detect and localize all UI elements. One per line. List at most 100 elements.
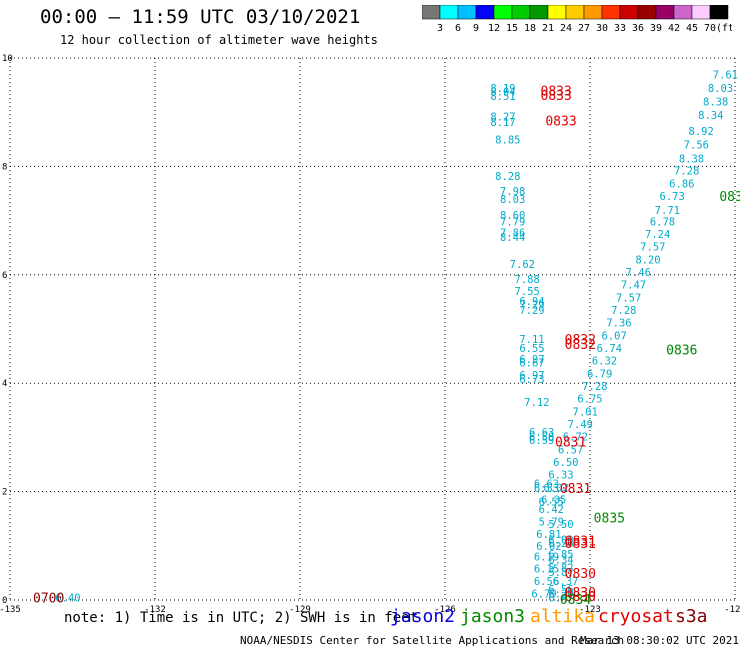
wave-height-point: 7.28 bbox=[611, 305, 636, 317]
wave-height-point: 5.82 bbox=[548, 562, 573, 574]
wave-height-point: 7.57 bbox=[616, 293, 641, 305]
wave-height-point: 7.29 bbox=[519, 300, 544, 312]
chart-subtitle: 12 hour collection of altimeter wave hei… bbox=[60, 33, 378, 47]
pass-time-label: 0831 bbox=[565, 537, 596, 552]
wave-height-point: 6.47 bbox=[548, 592, 573, 604]
colorbar-label: 24 bbox=[560, 23, 572, 33]
wave-height-point: 6.56 bbox=[534, 576, 559, 588]
wave-height-point: 6.63 bbox=[534, 478, 559, 490]
wave-height-point: 8.92 bbox=[689, 126, 714, 138]
colorbar-label: 12 bbox=[488, 23, 500, 33]
wave-height-point: 6.50 bbox=[529, 431, 554, 443]
wave-height-point: 5.79 bbox=[539, 516, 564, 528]
wave-height-point: 7.55 bbox=[515, 286, 540, 298]
wave-height-point: 6.02 bbox=[536, 541, 561, 553]
wave-height-point: 8.17 bbox=[490, 117, 515, 129]
x-tick-label: -123 bbox=[579, 605, 601, 612]
wave-height-point: 6.00 bbox=[548, 534, 573, 546]
y-tick-label: 8 bbox=[2, 162, 7, 172]
colorbar-label: 36 bbox=[632, 23, 644, 33]
wave-height-point: 6.02 bbox=[544, 482, 569, 494]
x-tick-label: -132 bbox=[144, 605, 166, 612]
y-tick-label: 0 bbox=[2, 596, 7, 606]
y-tick-label: 4 bbox=[2, 379, 7, 389]
colorbar-label: 42 bbox=[668, 23, 680, 33]
wave-height-point: 6.53 bbox=[534, 483, 559, 495]
pass-time-label: 0835 bbox=[594, 512, 625, 527]
pass-time-label: 0832 bbox=[565, 338, 596, 353]
wave-height-point: 7.28 bbox=[674, 166, 699, 178]
wave-height-point: 6.55 bbox=[539, 496, 564, 508]
wave-height-point: 6.42 bbox=[539, 504, 564, 516]
legend-jason2: jason2 bbox=[390, 606, 456, 627]
wave-height-point: 7.56 bbox=[684, 140, 709, 152]
wave-height-point: 8.44 bbox=[500, 232, 525, 244]
wave-height-point: 7.46 bbox=[626, 267, 651, 279]
wave-height-point: 7.24 bbox=[645, 229, 670, 241]
colorbar-label: 15 bbox=[506, 23, 518, 33]
pass-time-label: 0833 bbox=[541, 89, 572, 104]
wave-height-point: 7.88 bbox=[515, 274, 540, 286]
wave-height-point: 5.50 bbox=[548, 519, 573, 531]
pass-time-label: 0830 bbox=[565, 567, 596, 582]
wave-height-point: 6.20 bbox=[548, 588, 573, 600]
pass-time-label: 0833 bbox=[545, 114, 576, 129]
x-tick-label: -126 bbox=[434, 605, 456, 612]
wave-height-point: 7.28 bbox=[582, 381, 607, 393]
pass-time-label: 0834 bbox=[560, 593, 591, 608]
pass-time-label: 0831 bbox=[560, 482, 591, 497]
wave-height-point: 7.98 bbox=[500, 186, 525, 198]
wave-height-point: 6.86 bbox=[669, 179, 694, 191]
pass-time-label: 0700 bbox=[33, 591, 64, 606]
wave-height-point: 6.55 bbox=[519, 343, 544, 355]
pass-time-label: 0833 bbox=[541, 85, 572, 100]
legend-altika: altika bbox=[530, 606, 596, 627]
wave-height-point: 8.20 bbox=[635, 255, 660, 267]
pass-time-label: 0830 bbox=[565, 590, 596, 605]
wave-height-point: 7.12 bbox=[524, 397, 549, 409]
wave-height-point: 7.86 bbox=[500, 228, 525, 240]
colorbar-label: 45 bbox=[686, 23, 698, 33]
colorbar-label: 9 bbox=[473, 23, 479, 33]
colorbar-label: (ft) bbox=[716, 23, 732, 33]
wave-height-point: 8.28 bbox=[495, 171, 520, 183]
colorbar-label: 18 bbox=[524, 23, 536, 33]
wave-height-point: 7.47 bbox=[621, 280, 646, 292]
colorbar-label: 39 bbox=[650, 23, 662, 33]
pass-time-label: 0831 bbox=[555, 436, 586, 451]
wave-height-point: 6.33 bbox=[548, 469, 573, 481]
wave-height-point: 6.07 bbox=[602, 331, 627, 343]
wave-height-point: 6.32 bbox=[592, 355, 617, 367]
wave-height-point: 7.29 bbox=[519, 305, 544, 317]
legend-bar: note: 1) Time is in UTC; 2) SWH is in fe… bbox=[0, 606, 740, 630]
colorbar-label: 30 bbox=[596, 23, 608, 33]
wave-height-point: 6.94 bbox=[519, 296, 544, 308]
colorbar-label: 70 bbox=[704, 23, 716, 33]
pass-time-label: 0837 bbox=[719, 190, 740, 205]
wave-height-point: 8.27 bbox=[490, 112, 515, 124]
wave-height-point: 7.71 bbox=[655, 205, 680, 217]
colorbar-label: 21 bbox=[542, 23, 554, 33]
wave-height-point: 6.85 bbox=[548, 549, 573, 561]
wave-height-point: 6.97 bbox=[519, 354, 544, 366]
wave-height-point: 6.67 bbox=[519, 358, 544, 370]
wave-height-point: 6.63 bbox=[529, 427, 554, 439]
wave-height-point: 6.78 bbox=[650, 217, 675, 229]
y-tick-label: 10 bbox=[2, 54, 13, 64]
wave-height-point: 6.73 bbox=[519, 374, 544, 386]
colorbar-label: 6 bbox=[455, 23, 461, 33]
wave-height-point: 6.79 bbox=[531, 588, 556, 600]
generated-date: Mar 13 08:30:02 UTC 2021 bbox=[580, 634, 739, 647]
y-tick-label: 2 bbox=[2, 488, 7, 498]
wave-height-point: 7.62 bbox=[510, 259, 535, 271]
wave-height-point: 6.40 bbox=[55, 592, 80, 604]
wave-height-point: 8.04 bbox=[490, 87, 515, 99]
pass-time-label: 0830 bbox=[565, 586, 596, 601]
wave-height-point: 6.97 bbox=[519, 370, 544, 382]
wave-height-point: 6.73 bbox=[660, 191, 685, 203]
wave-height-point: 5.87 bbox=[548, 567, 573, 579]
wave-height-point: 7.11 bbox=[519, 334, 544, 346]
wave-height-point: 6.37 bbox=[553, 576, 578, 588]
y-tick-label: 6 bbox=[2, 271, 7, 281]
